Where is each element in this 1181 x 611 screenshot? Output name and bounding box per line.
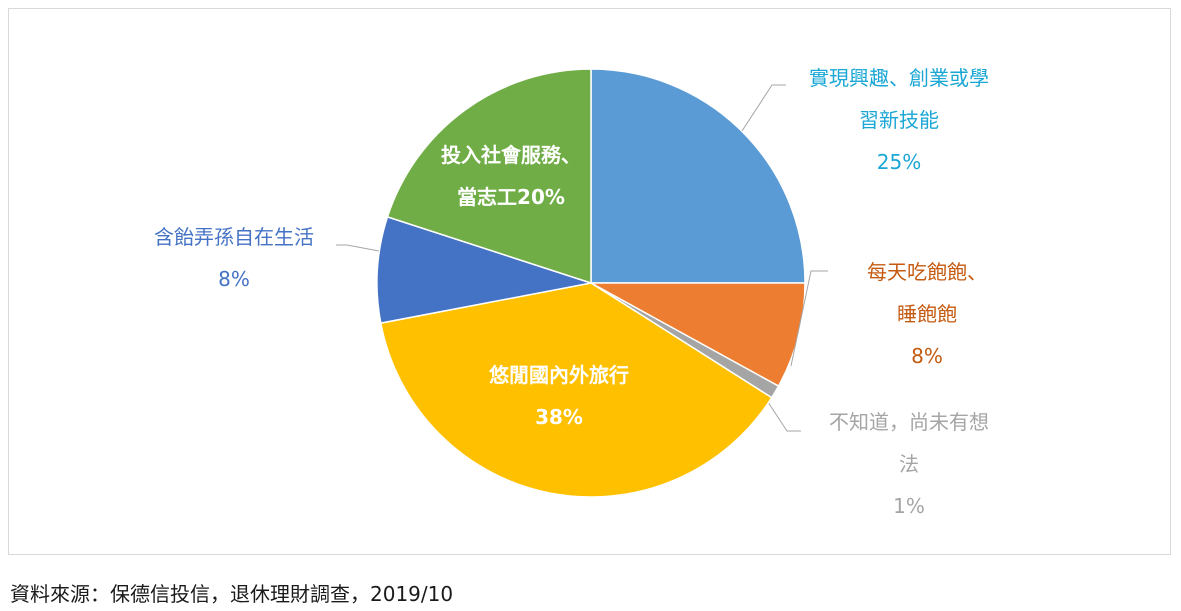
source-note: 資料來源：保德信投信，退休理財調查，2019/10: [10, 582, 454, 606]
leader-line: [790, 270, 828, 367]
slice-label-line: 投入社會服務、: [441, 143, 581, 167]
slice-label: 每天吃飽飽、 睡飽飽 8%: [777, 251, 1077, 377]
slice-label-line: 不知道，尚未有想: [829, 410, 989, 434]
slice-label: 悠閒國內外旅行 38%: [409, 354, 709, 438]
slice-label: 投入社會服務、 當志工20%: [361, 134, 661, 218]
slice-label-line: 習新技能: [859, 108, 939, 132]
pie-slice: [376, 215, 592, 324]
leader-line: [741, 84, 786, 132]
slice-label-line: 每天吃飽飽、: [867, 260, 987, 284]
slice-label: 實現興趣、創業或學 習新技能 25%: [749, 57, 1049, 183]
pie-slice: [590, 68, 806, 284]
slice-label: 不知道，尚未有想法 1%: [759, 401, 1059, 527]
slice-label-line: 1%: [893, 494, 925, 518]
slice-label-line: 睡飽飽: [897, 302, 957, 326]
leader-line: [763, 395, 801, 432]
slice-label-line: 8%: [911, 344, 943, 368]
slice-label-line: 悠閒國內外旅行: [489, 363, 629, 387]
slice-label: 含飴弄孫自在生活 8%: [84, 216, 384, 300]
chart-area: 實現興趣、創業或學 習新技能 25% 每天吃飽飽、 睡飽飽 8% 不知道，尚未有想法 1% 悠閒…: [8, 8, 1171, 555]
pie-slice: [590, 282, 806, 388]
slice-label-line: 38%: [535, 405, 583, 429]
pie-chart: [336, 68, 828, 498]
slice-label-line: 8%: [218, 267, 250, 291]
slice-label-line: 法: [899, 452, 919, 476]
slice-label-line: 當志工20%: [457, 185, 565, 209]
pie-slice: [379, 282, 773, 498]
slice-label-line: 實現興趣、創業或學: [809, 66, 989, 90]
slice-label-line: 含飴弄孫自在生活: [154, 225, 314, 249]
slice-label-line: 25%: [876, 150, 922, 174]
pie-slice: [386, 68, 592, 285]
leader-line: [336, 244, 380, 252]
